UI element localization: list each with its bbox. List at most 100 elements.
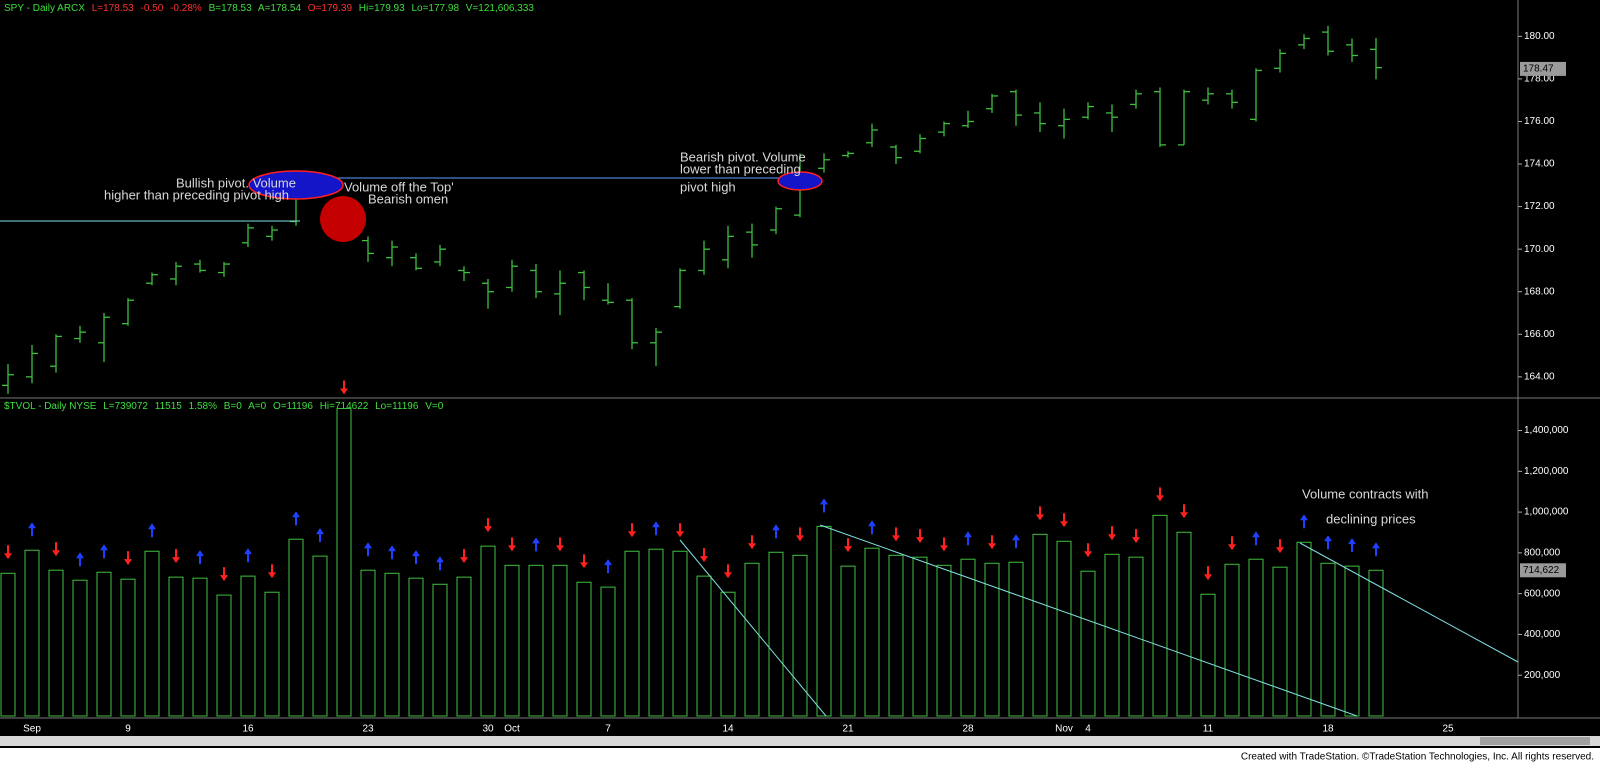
signal-arrow	[124, 551, 132, 566]
signal-arrow	[892, 527, 900, 542]
volume-bar	[288, 538, 304, 717]
volume-bar	[1368, 569, 1384, 717]
signal-arrow	[820, 498, 828, 513]
volume-bar	[936, 564, 952, 717]
volume-bar	[576, 581, 592, 717]
volume-bar	[600, 586, 616, 717]
volume-bar	[216, 594, 232, 717]
header-change: -0.50	[141, 3, 164, 14]
x-tick-label: 23	[362, 724, 374, 735]
signal-arrow	[1372, 542, 1380, 557]
volume-bar	[96, 571, 112, 717]
header-last: L=178.53	[92, 3, 134, 14]
signal-arrow	[28, 522, 36, 537]
header-low: Lo=177.98	[411, 3, 459, 14]
y-tick-label: 400,000	[1524, 629, 1561, 640]
volume-bar	[1008, 561, 1024, 717]
signal-arrow	[748, 535, 756, 550]
signal-arrow	[52, 542, 60, 557]
last-value-box	[1520, 61, 1566, 76]
signal-arrow	[1108, 526, 1116, 541]
volume-bar	[432, 583, 448, 717]
volume-bar	[840, 565, 856, 717]
signal-arrow	[148, 523, 156, 538]
header-high: Hi=179.93	[359, 3, 405, 14]
pivot-ellipse	[777, 171, 823, 191]
volume-bar	[1080, 570, 1096, 717]
annotation: higher than preceding pivot high	[104, 187, 289, 202]
signal-arrow	[220, 567, 228, 582]
x-tick-label: 18	[1322, 724, 1334, 735]
x-tick-label: 14	[722, 724, 734, 735]
scrollbar[interactable]	[0, 736, 1600, 746]
x-tick-label: 16	[242, 724, 254, 735]
volume-bar	[312, 555, 328, 717]
header-change-pct: -0.28%	[170, 3, 202, 14]
last-value-box	[1520, 563, 1566, 578]
header-open: O=179.39	[308, 3, 353, 14]
volume-bar	[360, 569, 376, 717]
header-open: O=11196	[273, 401, 313, 412]
signal-arrow	[676, 523, 684, 538]
volume-bar	[456, 576, 472, 717]
volume-bar	[72, 579, 88, 717]
volume-bar	[1320, 562, 1336, 717]
header-ask: A=0	[248, 401, 267, 412]
volume-bar	[1128, 556, 1144, 717]
signal-arrow	[508, 537, 516, 552]
signal-arrow	[76, 552, 84, 567]
volume-bar	[696, 575, 712, 717]
y-tick-label: 174.00	[1524, 159, 1555, 170]
volume-bar	[1296, 541, 1312, 717]
y-tick-label: 166.00	[1524, 329, 1555, 340]
signal-arrow	[724, 564, 732, 579]
volume-bar	[888, 554, 904, 717]
volume-bar	[672, 550, 688, 717]
annotation: pivot high	[680, 179, 736, 194]
y-tick-label: 168.00	[1524, 286, 1555, 297]
signal-arrow	[1324, 535, 1332, 550]
x-tick-label: 21	[842, 724, 854, 735]
signal-arrow	[628, 523, 636, 538]
volume-bar	[408, 577, 424, 717]
volume-bar	[168, 576, 184, 717]
signal-arrow	[1156, 487, 1164, 502]
header-symbol: $TVOL - Daily NYSE	[4, 401, 97, 412]
y-tick-label: 170.00	[1524, 244, 1555, 255]
volume-bar	[1224, 563, 1240, 717]
signal-arrow	[484, 518, 492, 533]
signal-arrow	[964, 531, 972, 546]
signal-arrow	[412, 550, 420, 565]
volume-bar	[264, 591, 280, 717]
volume-bar	[624, 550, 640, 717]
signal-arrow	[1060, 513, 1068, 528]
header-change: 11515	[155, 401, 183, 412]
volume-bar	[864, 547, 880, 717]
signal-arrow	[196, 550, 204, 565]
volume-bar	[1200, 593, 1216, 717]
annotation: Volume contracts with	[1302, 486, 1428, 501]
x-tick-label: 28	[962, 724, 974, 735]
signal-arrow	[1348, 538, 1356, 553]
annotation: lower than preceding	[680, 161, 801, 176]
annotation: Bearish omen	[368, 191, 448, 206]
header-ask: A=178.54	[258, 3, 302, 14]
signal-arrow	[1180, 504, 1188, 519]
pivot-ellipse	[248, 170, 344, 200]
signal-arrow	[1276, 539, 1284, 554]
signal-arrow	[1300, 514, 1308, 529]
signal-arrow	[316, 528, 324, 543]
signal-arrow	[772, 524, 780, 539]
scrollbar-thumb[interactable]	[1480, 737, 1590, 745]
signal-arrow	[916, 529, 924, 544]
trend-line	[1299, 542, 1519, 663]
volume-bar	[192, 577, 208, 717]
y-tick-label: 178.00	[1524, 74, 1555, 85]
volume-bar	[1248, 558, 1264, 717]
signal-arrow	[292, 511, 300, 526]
signal-arrow	[436, 556, 444, 571]
volume-bar	[960, 558, 976, 717]
x-tick-label: 4	[1085, 724, 1091, 735]
volume-bar	[984, 562, 1000, 717]
